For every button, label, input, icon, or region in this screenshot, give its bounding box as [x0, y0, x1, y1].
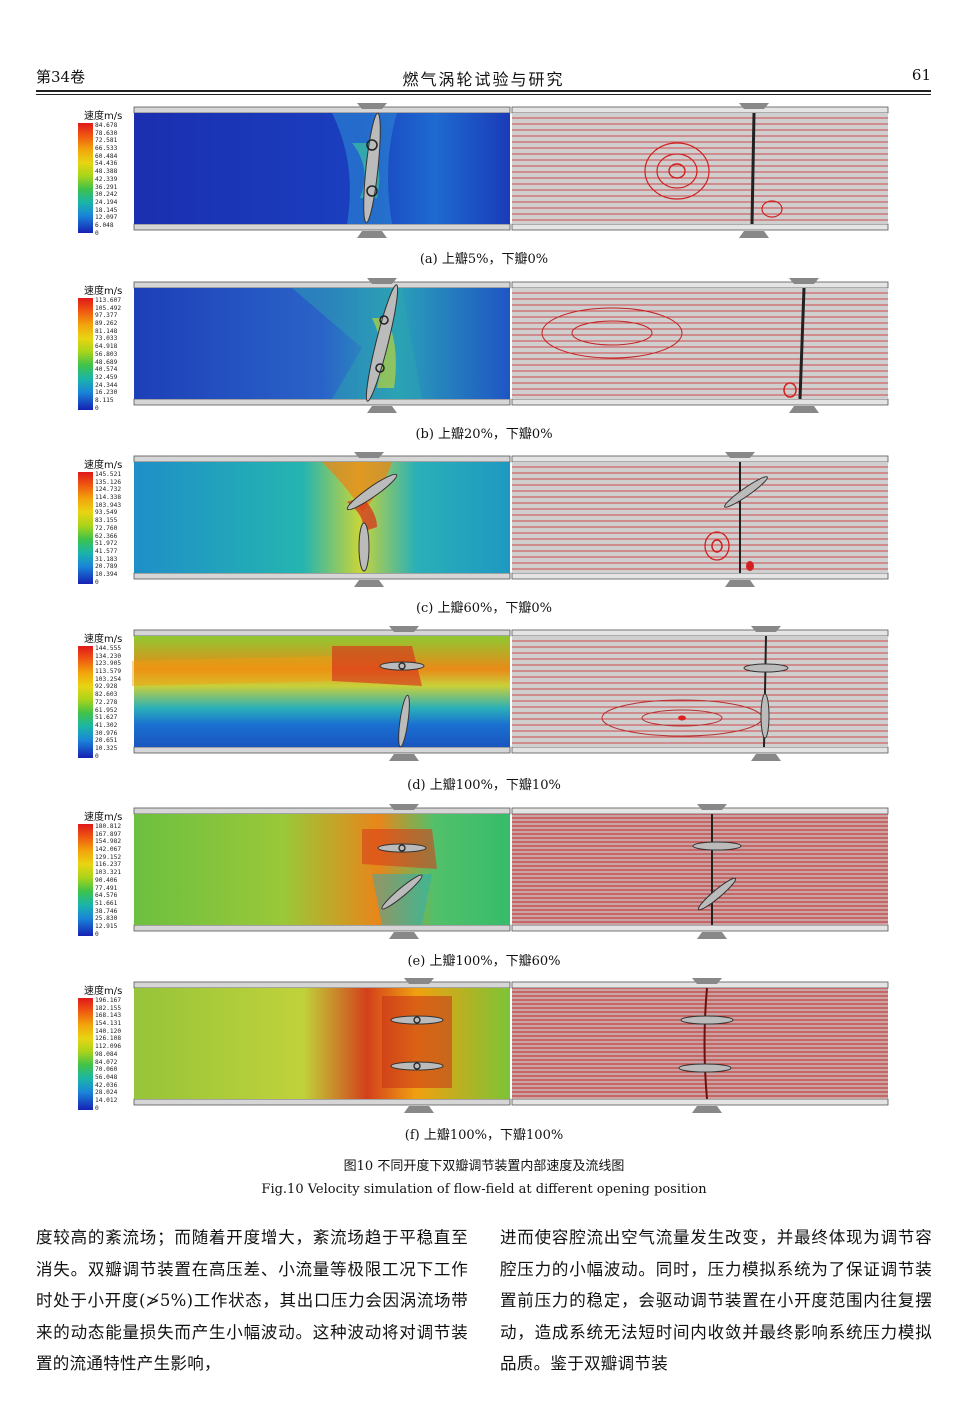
- velocity-and-streamline-image: [132, 103, 890, 238]
- legend-title: 速度m/s: [84, 111, 123, 122]
- legend-ticks: 196.167 182.155 168.143 154.131 140.120 126.1…: [95, 997, 122, 1112]
- velocity-legend: 速度m/s 145.521 135.126 124.732 114.338 103.94…: [72, 456, 132, 586]
- panel-caption: (c) 上瓣60%，下瓣0%: [415, 601, 553, 616]
- velocity-legend: 速度m/s 196.167 182.155 168.143 154.131 140.12…: [72, 982, 132, 1112]
- panel-d: 速度m/s 144.555 134.230 123.905 113.579 103.25…: [72, 626, 892, 761]
- velocity-and-streamline-image: [133, 278, 889, 413]
- velocity-legend: 速度m/s 113.607 105.492 97.377 89.262 81.148 73…: [72, 282, 132, 412]
- legend-title: 速度m/s: [84, 460, 123, 471]
- panel-caption: (d) 上瓣100%，下瓣10%: [407, 778, 561, 793]
- figure-caption-cn: 图10 不同开度下双瓣调节装置内部速度及流线图: [343, 1159, 625, 1174]
- velocity-and-streamline-image: [132, 626, 889, 761]
- running-header: 第34卷 燃气涡轮试验与研究 61: [36, 62, 931, 92]
- velocity-and-streamline-image: [133, 978, 889, 1113]
- color-scale: [78, 472, 93, 584]
- panel-e: 速度m/s 180.812 167.897 154.982 142.067 129.15…: [72, 804, 892, 939]
- legend-ticks: 144.555 134.230 123.905 113.579 103.254 92.92…: [95, 645, 122, 760]
- body-column-left: 度较高的紊流场；而随着开度增大，紊流场趋于平稳直至消失。双瓣调节装置在高压差、小…: [36, 1222, 468, 1380]
- color-scale: [78, 123, 93, 233]
- color-scale: [78, 298, 93, 410]
- panel-caption: (f) 上瓣100%，下瓣100%: [404, 1128, 564, 1143]
- color-scale: [78, 824, 93, 936]
- color-scale: [78, 646, 93, 758]
- legend-title: 速度m/s: [84, 986, 123, 997]
- velocity-and-streamline-image: [133, 452, 889, 587]
- page-number: 61: [911, 66, 931, 84]
- figure-caption-en: Fig.10 Velocity simulation of flow-field…: [261, 1182, 707, 1197]
- legend-ticks: 145.521 135.126 124.732 114.338 103.943 93.54…: [95, 471, 122, 586]
- panel-c: 速度m/s 145.521 135.126 124.732 114.338 103.94…: [72, 452, 892, 587]
- legend-ticks: 180.812 167.897 154.982 142.067 129.152 116.2…: [95, 823, 122, 938]
- color-scale: [78, 998, 93, 1110]
- velocity-legend: 速度m/s 144.555 134.230 123.905 113.579 103.25…: [72, 630, 132, 760]
- velocity-and-streamline-image: [133, 804, 889, 939]
- legend-ticks: 113.607 105.492 97.377 89.262 81.148 73.033 64…: [95, 297, 122, 412]
- body-column-right: 进而使容腔流出空气流量发生改变，并最终体现为调节容腔压力的小幅波动。同时，压力模…: [500, 1222, 932, 1380]
- panel-caption: (b) 上瓣20%，下瓣0%: [415, 427, 553, 442]
- panel-caption: (e) 上瓣100%，下瓣60%: [407, 954, 561, 969]
- journal-title: 燃气涡轮试验与研究: [402, 70, 565, 89]
- legend-ticks: 84.678 78.630 72.581 66.533 60.484 54.436 48.3…: [95, 122, 118, 237]
- panel-b: 速度m/s 113.607 105.492 97.377 89.262 81.148 73…: [72, 278, 892, 413]
- panel-caption: (a) 上瓣5%，下瓣0%: [419, 252, 549, 267]
- panel-f: 速度m/s 196.167 182.155 168.143 154.131 140.12…: [72, 978, 892, 1113]
- header-rule-thin: [36, 94, 931, 95]
- volume-label: 第34卷: [36, 68, 86, 86]
- paragraph: 进而使容腔流出空气流量发生改变，并最终体现为调节容腔压力的小幅波动。同时，压力模…: [500, 1228, 932, 1373]
- panel-a: 速度m/s 84.678 78.630 72.581 66.533 60.484 54.4…: [72, 103, 892, 238]
- legend-title: 速度m/s: [84, 286, 123, 297]
- velocity-legend: 速度m/s 84.678 78.630 72.581 66.533 60.484 54.4…: [72, 107, 132, 237]
- velocity-legend: 速度m/s 180.812 167.897 154.982 142.067 129.15…: [72, 808, 132, 938]
- legend-title: 速度m/s: [84, 634, 123, 645]
- paragraph: 度较高的紊流场；而随着开度增大，紊流场趋于平稳直至消失。双瓣调节装置在高压差、小…: [36, 1228, 468, 1373]
- legend-title: 速度m/s: [84, 812, 123, 823]
- header-rule: [36, 90, 931, 92]
